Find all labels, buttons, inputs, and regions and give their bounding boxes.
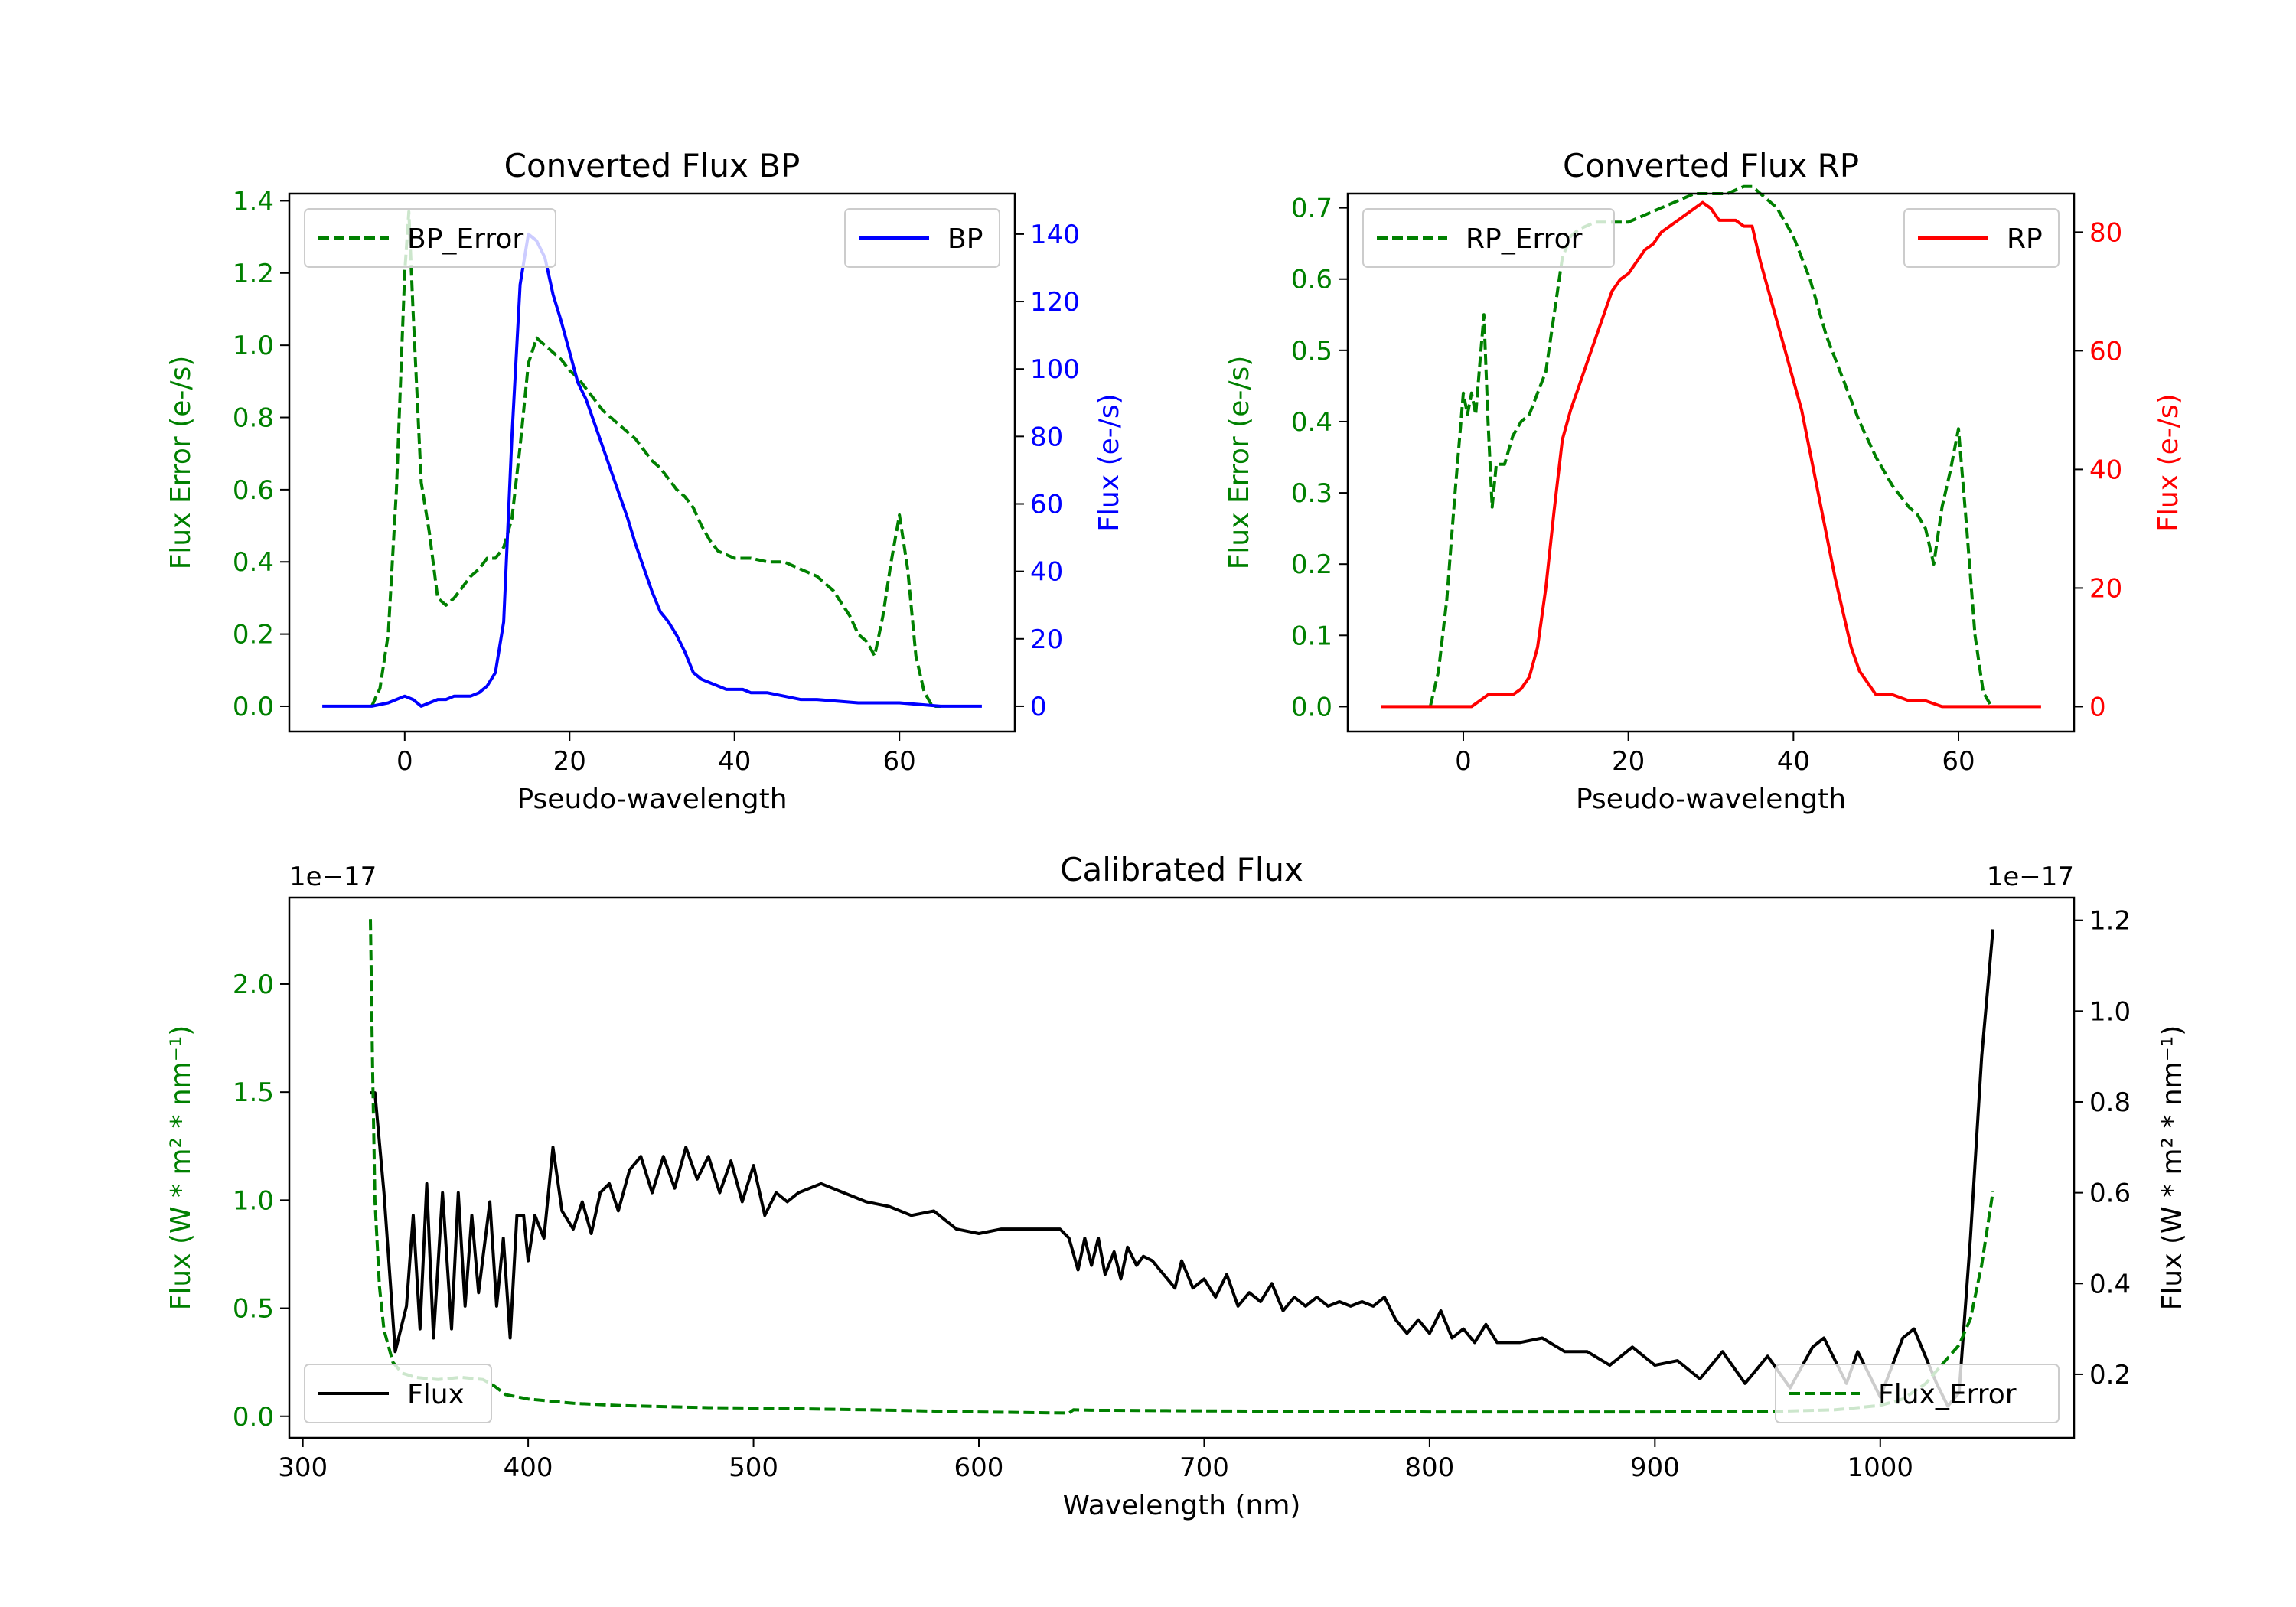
cal-xtick-label: 900: [1630, 1452, 1680, 1483]
rp-title: Converted Flux RP: [1563, 147, 1859, 184]
cal-xtick-label: 400: [504, 1452, 553, 1483]
bp-ytick-left-label: 0.2: [233, 620, 274, 650]
cal-xtick-label: 700: [1179, 1452, 1229, 1483]
cal-series-flux: [370, 929, 1994, 1408]
rp-ytick-right-label: 20: [2089, 573, 2122, 604]
rp-ytick-left-label: 0.2: [1291, 549, 1332, 580]
cal-xtick-label: 1000: [1848, 1452, 1914, 1483]
rp-xtick-label: 60: [1942, 746, 1975, 777]
cal-ytick-right-label: 0.2: [2089, 1360, 2131, 1390]
rp-ytick-left-label: 0.6: [1291, 265, 1332, 295]
cal-xtick-label: 500: [729, 1452, 778, 1483]
cal-xtick-label: 600: [954, 1452, 1004, 1483]
cal-xtick-label: 300: [278, 1452, 328, 1483]
rp-ytick-left-label: 0.3: [1291, 478, 1332, 509]
cal-ytick-left-label: 1.5: [233, 1077, 274, 1108]
cal-ytick-right-label: 0.6: [2089, 1178, 2131, 1209]
cal-legend-flux-label: Flux: [407, 1379, 465, 1410]
bp-legend-flux-label: BP: [947, 223, 983, 255]
rp-axes-frame: [1346, 192, 2076, 733]
rp-xtick-label: 0: [1455, 746, 1472, 777]
bp-xtick-label: 0: [396, 746, 413, 777]
bp-legend-error-label: BP_Error: [407, 223, 523, 255]
bp-ytick-left-label: 1.0: [233, 331, 274, 361]
rp-ytick-right-label: 40: [2089, 455, 2122, 485]
rp-ytick-left-label: 0.4: [1291, 407, 1332, 438]
rp-xtick-label: 20: [1612, 746, 1645, 777]
bp-title: Converted Flux BP: [504, 147, 801, 184]
bp-ytick-right-label: 120: [1030, 287, 1080, 318]
cal-ytick-right-label: 0.4: [2089, 1269, 2131, 1299]
rp-ytick-left-label: 0.0: [1291, 692, 1332, 722]
rp-ytick-left-label: 0.1: [1291, 621, 1332, 651]
rp-ytick-left-label: 0.5: [1291, 336, 1332, 367]
bp-ytick-right-label: 140: [1030, 220, 1080, 250]
cal-offset-right: 1e−17: [1987, 862, 2074, 892]
rp-legend-flux: RP: [1903, 208, 2060, 268]
rp-ytick-right-label: 80: [2089, 217, 2122, 248]
cal-ytick-right-label: 1.2: [2089, 906, 2131, 937]
cal-title: Calibrated Flux: [1060, 851, 1303, 888]
bp-ytick-right-label: 0: [1030, 692, 1047, 722]
cal-ytick-left-label: 2.0: [233, 970, 274, 1000]
bp-ytick-right-label: 100: [1030, 354, 1080, 385]
bp-xtick-label: 40: [718, 746, 751, 777]
cal-legend-flux: Flux: [304, 1364, 492, 1423]
cal-legend-error: Flux_Error: [1775, 1364, 2060, 1423]
bp-ytick-left-label: 0.0: [233, 692, 274, 722]
rp-series-rp-error: [1428, 184, 1993, 708]
rp-xlabel: Pseudo-wavelength: [1576, 784, 1846, 815]
bp-ytick-right-label: 60: [1030, 489, 1063, 520]
cal-axes-frame: [288, 896, 2076, 1439]
bp-xtick-label: 20: [553, 746, 586, 777]
panel-converted-flux-rp: Converted Flux RP Pseudo-wavelength Flux…: [1224, 147, 2184, 815]
cal-ytick-right-label: 0.8: [2089, 1087, 2131, 1118]
cal-xtick-label: 800: [1404, 1452, 1454, 1483]
cal-xlabel: Wavelength (nm): [1063, 1490, 1301, 1521]
bp-ylabel-left: Flux Error (e-/s): [165, 356, 197, 570]
panel-calibrated-flux: Calibrated Flux Wavelength (nm) Flux (W …: [165, 851, 2188, 1521]
cal-legend-error-label: Flux_Error: [1878, 1379, 2017, 1410]
bp-ytick-right-label: 80: [1030, 422, 1063, 452]
rp-ytick-right-label: 0: [2089, 692, 2106, 722]
bp-ytick-left-label: 0.8: [233, 403, 274, 434]
bp-legend-error: BP_Error: [304, 208, 556, 268]
bp-xlabel: Pseudo-wavelength: [517, 784, 787, 815]
rp-series-rp: [1381, 200, 2041, 709]
bp-ytick-left-label: 1.2: [233, 259, 274, 289]
bp-ytick-right-label: 40: [1030, 557, 1063, 588]
bp-ylabel-right: Flux (e-/s): [1094, 393, 1125, 531]
bp-ytick-left-label: 1.4: [233, 186, 274, 217]
cal-ytick-left-label: 0.5: [233, 1294, 274, 1325]
rp-ytick-right-label: 60: [2089, 336, 2122, 367]
rp-ylabel-left: Flux Error (e-/s): [1224, 356, 1255, 570]
panel-converted-flux-bp: Converted Flux BP Pseudo-wavelength Flux…: [165, 147, 1125, 815]
rp-legend-error-label: RP_Error: [1466, 223, 1583, 255]
rp-legend-error: RP_Error: [1362, 208, 1615, 268]
rp-legend-flux-label: RP: [2007, 223, 2043, 255]
rp-xtick-label: 40: [1777, 746, 1810, 777]
cal-offset-left: 1e−17: [289, 862, 377, 892]
cal-ytick-right-label: 1.0: [2089, 996, 2131, 1027]
bp-series-bp: [322, 232, 982, 708]
bp-ytick-left-label: 0.4: [233, 547, 274, 578]
bp-xtick-label: 60: [883, 746, 916, 777]
bp-ytick-left-label: 0.6: [233, 475, 274, 506]
cal-ytick-left-label: 1.0: [233, 1185, 274, 1216]
rp-ytick-left-label: 0.7: [1291, 194, 1332, 224]
cal-ylabel-right: Flux (W * m² * nm⁻¹): [2157, 1025, 2188, 1311]
bp-legend-flux: BP: [844, 208, 1000, 268]
cal-ylabel-left: Flux (W * m² * nm⁻¹): [165, 1025, 197, 1311]
bp-axes-frame: [288, 192, 1016, 733]
cal-ytick-left-label: 0.0: [233, 1402, 274, 1433]
rp-ylabel-right: Flux (e-/s): [2153, 393, 2184, 531]
bp-series-bp-error: [370, 210, 941, 708]
bp-ytick-right-label: 20: [1030, 624, 1063, 655]
